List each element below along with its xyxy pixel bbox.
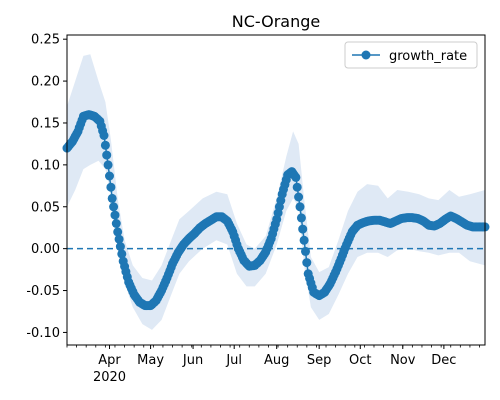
y-tick-label: 0.05 [31, 200, 60, 215]
growth-rate-point [302, 258, 312, 268]
x-tick-label: Aug [264, 353, 289, 368]
growth-rate-point [105, 171, 114, 181]
legend-box [344, 41, 478, 69]
growth-rate-point [301, 246, 310, 256]
growth-rate-point [295, 202, 305, 212]
x-tick-label: Jun [182, 353, 203, 368]
growth-rate-point [106, 182, 116, 192]
y-tick-label: 0.10 [31, 158, 60, 173]
x-tick-label: Jul [225, 353, 242, 368]
growth-rate-point [294, 192, 304, 202]
x-tick-label: Dec [431, 353, 456, 368]
growth-rate-point [100, 140, 110, 150]
plot-frame [66, 34, 486, 346]
x-tick-label: Apr [98, 353, 121, 368]
legend: growth_rate [344, 41, 478, 69]
y-tick-label: -0.10 [26, 326, 60, 341]
growth-rate-point [111, 219, 121, 228]
plot-area [67, 35, 485, 345]
growth-rate-point [114, 234, 124, 244]
growth-rate-point [110, 210, 120, 220]
y-tick-label: 0.25 [31, 33, 60, 48]
growth-rate-point [117, 249, 127, 259]
growth-rate-point [102, 150, 112, 160]
y-tick-label: -0.05 [26, 284, 60, 299]
growth-rate-point [292, 182, 302, 192]
x-tick-label: Nov [390, 353, 416, 368]
series-layer [62, 110, 490, 311]
growth-rate-point [109, 202, 119, 212]
x-tick-label: Oct [349, 353, 371, 368]
growth-rate-point [115, 242, 125, 252]
growth-rate-point [299, 235, 309, 245]
x-tick-label: May [137, 353, 164, 368]
growth-rate-point [113, 227, 123, 237]
growth-rate-point [103, 160, 113, 170]
x-tick-label: Sep [307, 353, 332, 368]
growth-rate-point [99, 131, 109, 140]
chart-title: NC-Orange [232, 12, 320, 31]
legend-label-growth-rate: growth_rate [389, 49, 467, 64]
y-tick-label: 0.20 [31, 75, 60, 90]
growth-rate-point [298, 224, 308, 234]
legend-series-marker [361, 50, 371, 60]
growth-rate-point [107, 193, 117, 203]
x-axis: Apr 2020 May Jun Jul Aug Sep Oct Nov Dec [66, 345, 480, 385]
growth-rate-point [296, 213, 306, 223]
y-tick-label: 0.00 [31, 242, 60, 257]
y-tick-label: 0.15 [31, 116, 60, 131]
y-axis: -0.10 -0.05 0.00 0.05 0.10 0.15 0.20 0.25 [26, 33, 67, 341]
growth-rate-point [291, 172, 301, 182]
x-tick-sublabel: 2020 [93, 370, 126, 385]
